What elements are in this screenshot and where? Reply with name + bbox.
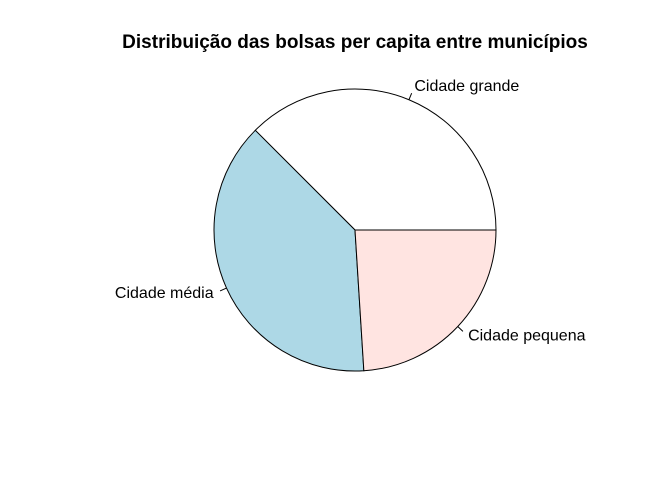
pie-label-tick-1 [219, 287, 227, 292]
pie-slice-1 [213, 129, 365, 372]
pie-slice-2 [354, 229, 497, 372]
pie-slices [213, 88, 497, 372]
pie-labels: Cidade grande Cidade média Cidade pequena [115, 78, 586, 344]
pie-label-2: Cidade pequena [468, 327, 586, 344]
pie-label-1: Cidade média [115, 285, 214, 302]
pie-label-0: Cidade grande [414, 78, 519, 95]
pie-slice-0 [254, 88, 497, 231]
pie-label-tick-0 [408, 93, 413, 100]
chart-title: Distribuição das bolsas per capita entre… [122, 32, 588, 53]
pie-label-tick-2 [457, 326, 464, 332]
